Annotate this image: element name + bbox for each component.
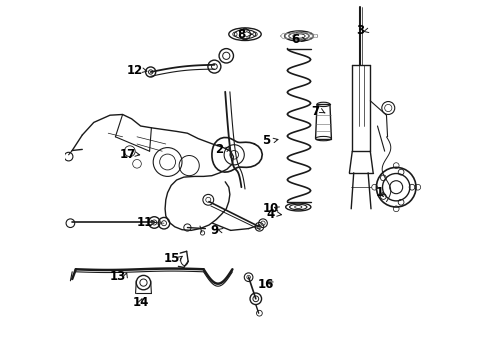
Text: 6: 6: [291, 33, 299, 46]
Text: 10: 10: [263, 202, 279, 215]
Text: 14: 14: [132, 296, 149, 309]
Text: 8: 8: [237, 28, 245, 41]
Text: 5: 5: [263, 134, 270, 147]
Text: 11: 11: [137, 216, 153, 229]
Text: 1: 1: [376, 186, 384, 199]
Text: 9: 9: [210, 224, 219, 237]
Text: 12: 12: [127, 64, 144, 77]
Text: 13: 13: [110, 270, 126, 283]
Text: 4: 4: [267, 208, 275, 221]
Text: 7: 7: [311, 105, 319, 118]
Text: 2: 2: [215, 143, 223, 156]
Text: 16: 16: [258, 278, 274, 291]
Text: 17: 17: [120, 148, 136, 161]
Text: 3: 3: [356, 24, 364, 37]
Text: 15: 15: [164, 252, 180, 265]
